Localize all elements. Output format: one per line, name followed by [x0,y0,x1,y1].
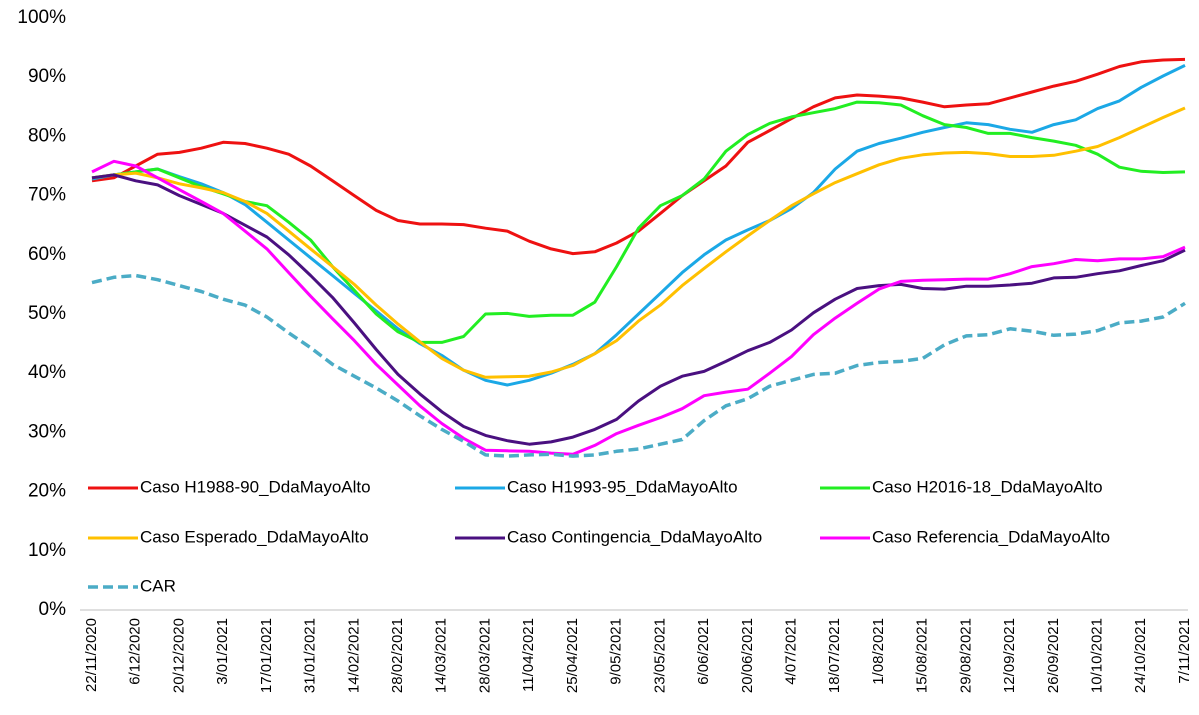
series-line [91,273,1186,458]
y-tick-label: 0% [39,599,67,620]
y-tick-label: 30% [28,421,66,442]
y-tick-label: 100% [17,7,66,28]
legend-label: Caso H1988-90_DdaMayoAlto [140,477,371,496]
x-tick-label: 14/03/2021 [433,618,450,693]
x-tick-label: 31/01/2021 [302,618,319,693]
x-tick-label: 23/05/2021 [651,618,668,693]
x-tick-label: 20/12/2020 [170,618,187,693]
legend-label: Caso Esperado_DdaMayoAlto [140,527,369,546]
legend-label: Caso H1993-95_DdaMayoAlto [507,477,738,496]
y-tick-label: 40% [28,362,66,383]
x-tick-label: 10/10/2021 [1089,618,1106,693]
x-tick-label: 9/05/2021 [608,618,625,685]
x-tick-label: 28/03/2021 [476,618,493,693]
x-tick-label: 17/01/2021 [258,618,275,693]
legend-label: CAR [140,576,176,595]
x-tick-label: 20/06/2021 [739,618,756,693]
x-tick-label: 28/02/2021 [389,618,406,693]
series-line [91,64,1186,387]
x-tick-label: 24/10/2021 [1132,618,1149,693]
series-line [91,173,1186,446]
y-tick-label: 50% [28,303,66,324]
x-tick-label: 1/08/2021 [870,618,887,685]
legend-label: Caso Contingencia_DdaMayoAlto [507,527,762,546]
y-tick-label: 90% [28,66,66,87]
y-tick-label: 20% [28,481,66,502]
x-tick-label: 15/08/2021 [914,618,931,693]
x-tick-label: 12/09/2021 [1001,618,1018,693]
legend-label: Caso Referencia_DdaMayoAlto [872,527,1110,546]
x-tick-label: 29/08/2021 [957,618,974,693]
x-tick-label: 7/11/2021 [1176,618,1193,684]
x-tick-label: 18/07/2021 [826,618,843,693]
legend-label: Caso H2016-18_DdaMayoAlto [872,477,1103,496]
x-tick-label: 22/11/2020 [83,618,100,692]
x-tick-label: 14/02/2021 [345,618,362,693]
x-tick-label: 6/06/2021 [695,618,712,685]
x-tick-label: 4/07/2021 [782,618,799,685]
x-tick-label: 26/09/2021 [1045,618,1062,693]
x-tick-label: 11/04/2021 [520,618,537,692]
y-tick-label: 80% [28,125,66,146]
series-line [91,159,1186,456]
y-tick-label: 70% [28,185,66,206]
y-tick-label: 60% [28,244,66,265]
x-tick-label: 25/04/2021 [564,618,581,693]
series-line [91,106,1186,379]
y-tick-label: 10% [28,540,66,561]
series-line [91,100,1186,344]
x-tick-label: 3/01/2021 [214,618,231,685]
x-tick-label: 6/12/2020 [127,618,144,685]
